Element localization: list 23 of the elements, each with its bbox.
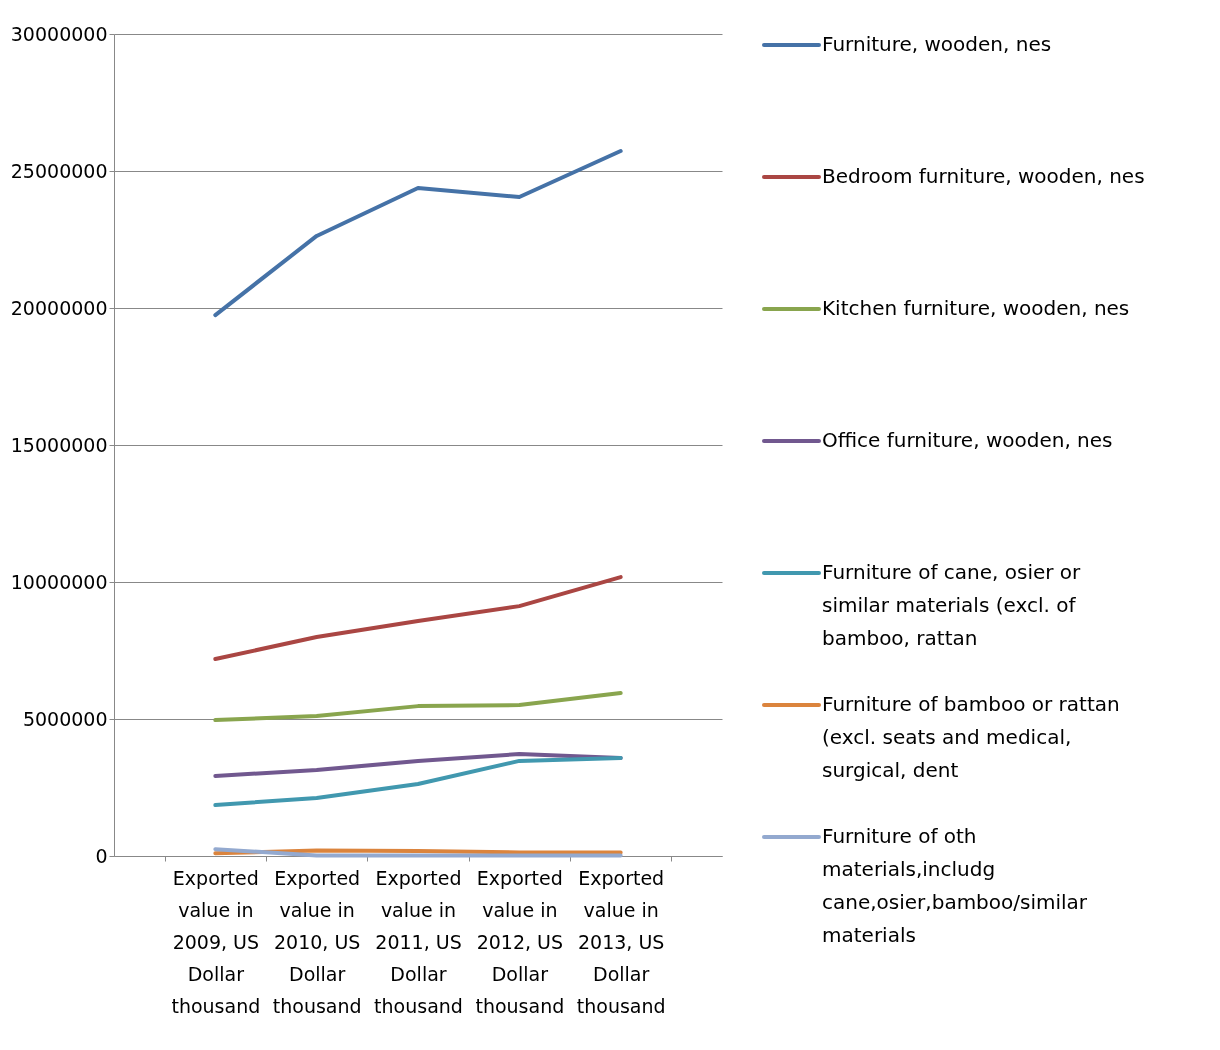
legend-label: Furniture of oth materials,includg cane,osier,bamboo/similar materials	[822, 824, 1088, 947]
legend-label: Kitchen furniture, wooden, nes	[822, 296, 1130, 320]
x-tick-label: Exported value in 2013, US Dollar thousand	[576, 866, 666, 1017]
y-tick-label: 5000000	[22, 707, 108, 730]
y-tick-label: 10000000	[10, 570, 108, 593]
line-series	[213, 755, 623, 808]
x-tick-label: Exported value in 2012, US Dollar thousand	[475, 866, 565, 1017]
y-tick-label: 25000000	[10, 159, 108, 182]
y-tick-label: 15000000	[10, 433, 108, 456]
legend-label: Bedroom furniture, wooden, nes	[822, 164, 1145, 188]
line-series	[213, 690, 623, 723]
y-tick-label: 20000000	[10, 296, 108, 319]
line-series	[213, 575, 623, 661]
line-series	[213, 149, 623, 318]
x-tick-label: Exported value in 2010, US Dollar thousand	[272, 866, 362, 1017]
y-tick-label: 0	[95, 844, 108, 867]
legend-label: Office furniture, wooden, nes	[822, 428, 1113, 452]
y-tick-label: 30000000	[10, 22, 108, 45]
x-tick-label: Exported value in 2009, US Dollar thousand	[171, 866, 261, 1017]
legend-label: Furniture of cane, osier or similar materials (excl. of bamboo, rattan	[822, 560, 1082, 650]
x-tick-label: Exported value in 2011, US Dollar thousand	[374, 866, 463, 1017]
legend-label: Furniture of bamboo or rattan (excl. seats and medical, surgical, dent	[822, 692, 1120, 782]
legend-label: Furniture, wooden, nes	[822, 32, 1052, 56]
